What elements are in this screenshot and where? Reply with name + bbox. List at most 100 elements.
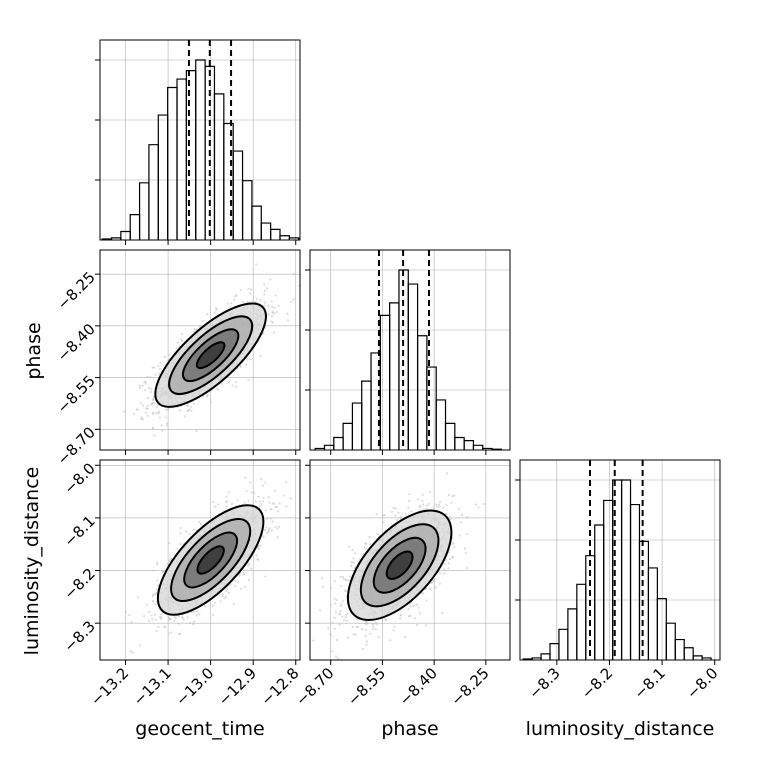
sample-point bbox=[290, 300, 293, 303]
sample-point bbox=[448, 557, 451, 561]
sample-point bbox=[154, 613, 157, 616]
sample-point bbox=[152, 593, 155, 596]
sample-point bbox=[292, 272, 295, 276]
sample-point bbox=[249, 481, 252, 484]
sample-point bbox=[277, 304, 280, 307]
sample-point bbox=[363, 546, 366, 550]
sample-point bbox=[263, 301, 267, 304]
sample-point bbox=[217, 503, 220, 506]
sample-point bbox=[333, 616, 336, 619]
sample-point bbox=[148, 611, 151, 614]
sample-point bbox=[329, 633, 332, 636]
sample-point bbox=[452, 541, 455, 545]
sample-point bbox=[138, 384, 141, 387]
sample-point bbox=[335, 598, 338, 602]
sample-point bbox=[333, 597, 336, 600]
sample-point bbox=[263, 283, 266, 286]
histogram-bar bbox=[603, 499, 614, 660]
sample-point bbox=[165, 422, 169, 425]
histogram-bar bbox=[629, 503, 641, 660]
sample-point bbox=[150, 614, 153, 617]
sample-point bbox=[188, 408, 191, 411]
sample-point bbox=[459, 521, 463, 524]
sample-point bbox=[372, 627, 375, 631]
xtick-label-geocent-time: −12.9 bbox=[215, 664, 260, 709]
sample-point bbox=[372, 625, 375, 628]
sample-point bbox=[144, 411, 148, 414]
sample-point bbox=[421, 493, 424, 496]
sample-point bbox=[230, 502, 234, 505]
sample-point bbox=[144, 382, 148, 385]
density-fill bbox=[386, 551, 413, 579]
sample-point bbox=[140, 417, 143, 420]
sample-point bbox=[239, 587, 242, 590]
sample-point bbox=[375, 513, 378, 516]
sample-point bbox=[334, 602, 337, 605]
sample-point bbox=[178, 632, 181, 635]
sample-point bbox=[334, 611, 338, 614]
sample-point bbox=[286, 319, 290, 322]
sample-point bbox=[263, 304, 266, 307]
sample-point bbox=[447, 562, 450, 565]
sample-point bbox=[443, 568, 446, 571]
sample-point bbox=[227, 380, 230, 384]
sample-point bbox=[319, 609, 322, 612]
sample-point bbox=[121, 452, 123, 454]
sample-point bbox=[347, 579, 351, 582]
histogram-bar bbox=[444, 422, 456, 450]
sample-point bbox=[354, 552, 357, 555]
sample-point bbox=[339, 575, 342, 579]
sample-point bbox=[180, 616, 184, 619]
sample-point bbox=[275, 311, 278, 314]
sample-point bbox=[409, 510, 413, 513]
sample-point bbox=[422, 503, 425, 506]
sample-point bbox=[336, 657, 340, 660]
sample-point bbox=[289, 497, 292, 500]
sample-point bbox=[448, 515, 451, 519]
sample-point bbox=[231, 384, 234, 387]
sample-point bbox=[124, 611, 128, 614]
sample-point bbox=[451, 536, 454, 540]
sample-point bbox=[255, 297, 258, 300]
sample-point bbox=[195, 614, 198, 617]
histogram-bar bbox=[594, 524, 605, 660]
sample-point bbox=[152, 569, 155, 572]
sample-point bbox=[408, 499, 411, 503]
sample-point bbox=[256, 558, 260, 562]
sample-point bbox=[268, 527, 271, 530]
histogram-bar bbox=[323, 444, 335, 450]
sample-point bbox=[206, 393, 209, 397]
density-fill bbox=[196, 342, 225, 369]
sample-point bbox=[234, 585, 237, 588]
sample-point bbox=[185, 530, 188, 533]
sample-point bbox=[341, 615, 344, 618]
sample-point bbox=[269, 508, 272, 511]
sample-point bbox=[135, 408, 138, 411]
xtick-label-phase: −8.70 bbox=[292, 664, 337, 709]
sample-point bbox=[148, 619, 151, 622]
sample-point bbox=[331, 650, 334, 653]
sample-point bbox=[139, 386, 142, 389]
sample-point bbox=[225, 495, 228, 498]
sample-point bbox=[369, 542, 372, 546]
sample-point bbox=[257, 547, 261, 550]
sample-point bbox=[158, 367, 162, 370]
sample-point bbox=[369, 632, 372, 635]
sample-point bbox=[278, 502, 281, 505]
sample-point bbox=[146, 396, 150, 400]
sample-point bbox=[321, 585, 325, 588]
xtick-label-phase: −8.25 bbox=[447, 664, 492, 709]
contour-line bbox=[385, 550, 414, 580]
sample-point bbox=[168, 542, 171, 545]
sample-point bbox=[232, 602, 235, 606]
sample-point bbox=[157, 364, 160, 367]
sample-point bbox=[382, 521, 385, 524]
sample-point bbox=[352, 569, 355, 572]
sample-point bbox=[483, 502, 486, 506]
ytick-label-phase: −8.55 bbox=[54, 372, 99, 417]
sample-point bbox=[365, 643, 368, 646]
sample-point bbox=[271, 305, 274, 309]
sample-point bbox=[196, 610, 199, 613]
sample-point bbox=[158, 416, 161, 419]
sample-point bbox=[249, 288, 253, 291]
